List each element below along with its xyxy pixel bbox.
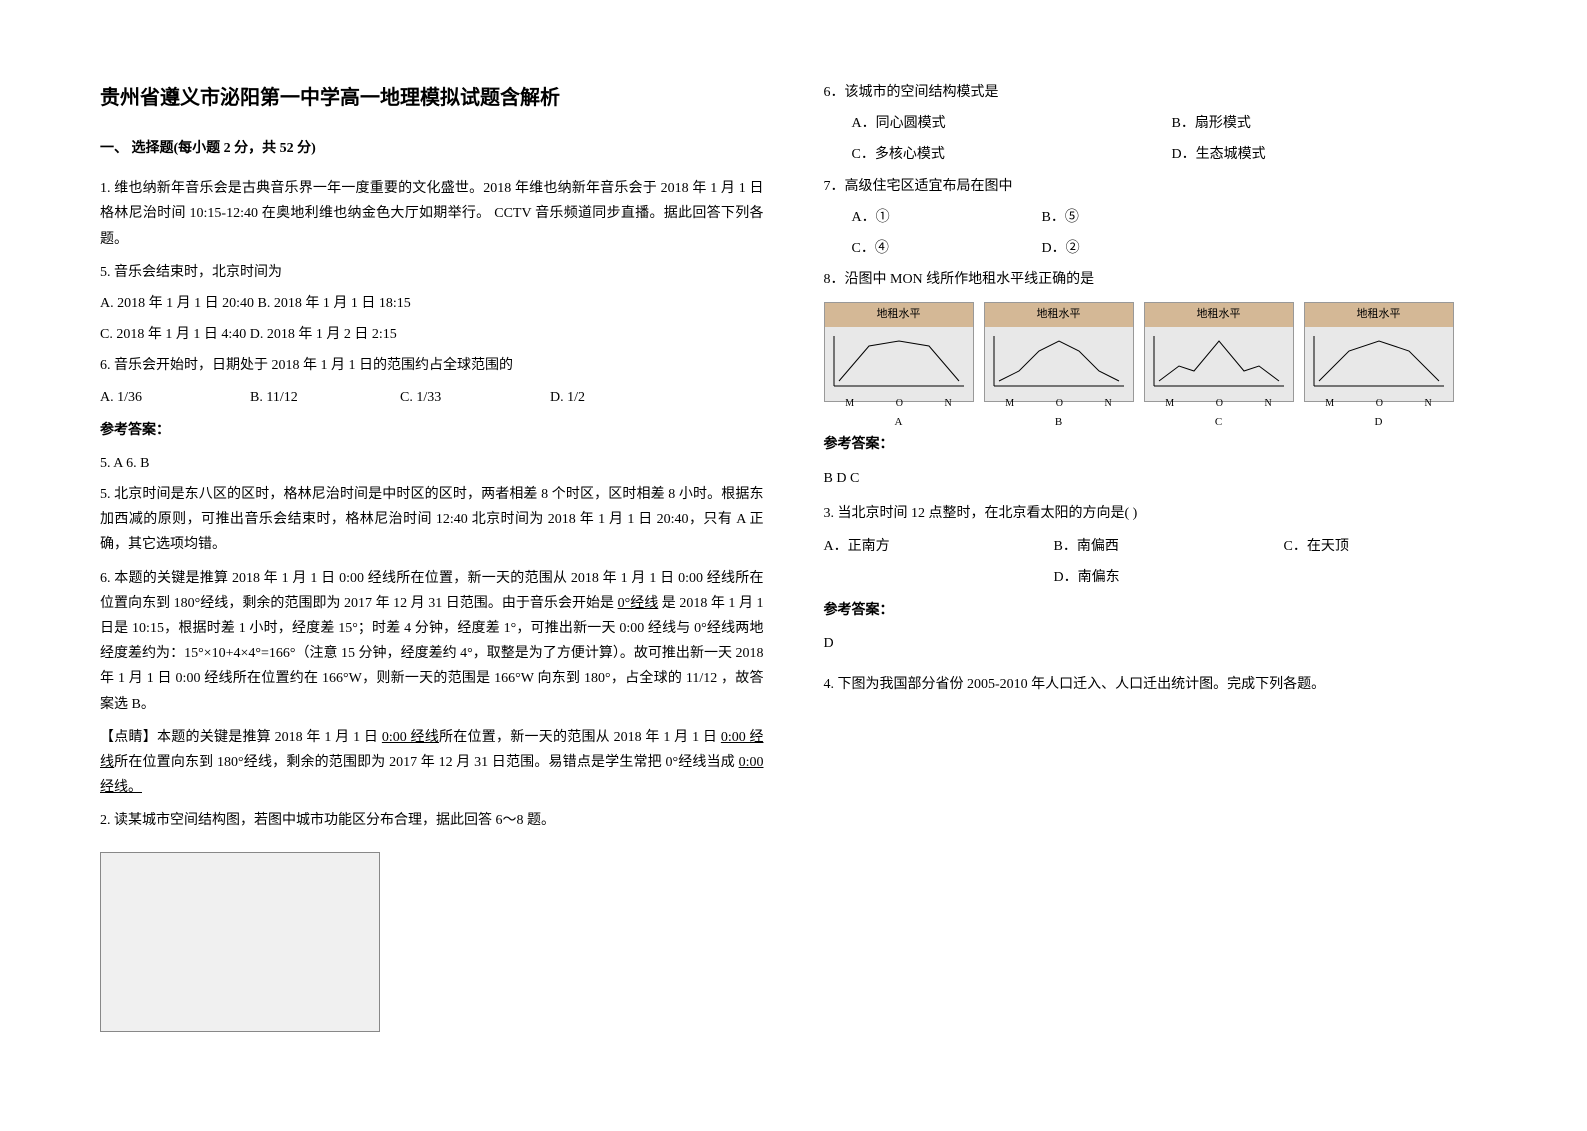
page-container: 贵州省遵义市泌阳第一中学高一地理模拟试题含解析 一、 选择题(每小题 2 分，共… (100, 80, 1487, 1051)
q3-optD: D．南偏东 (1054, 565, 1234, 590)
chart-svg-D (1309, 331, 1449, 391)
q2-sub6-optA: A．同心圆模式 (852, 111, 1132, 136)
q1-sub6-options: A. 1/36 B. 11/12 C. 1/33 D. 1/2 (100, 385, 764, 410)
chart-D-O: O (1376, 395, 1383, 413)
rent-chart-A: 地租水平 M O N A (824, 302, 974, 402)
chart-body-A (825, 327, 973, 395)
chart-labels-D: M O N (1305, 395, 1453, 413)
q2-sub8: 8．沿图中 MON 线所作地租水平线正确的是 (824, 267, 1488, 292)
chart-C-O: O (1216, 395, 1223, 413)
q1-sub6-optC: C. 1/33 (400, 385, 500, 410)
q2-sub7-row2: C．④ D．② (824, 236, 1488, 261)
q1-answer-header: 参考答案： (100, 418, 764, 443)
q1-explain6-u1: 0°经线 (618, 596, 659, 611)
q1-sub5-optD: D. 2018 年 1 月 2 日 2:15 (250, 327, 397, 342)
chart-C-label: C (1215, 413, 1222, 433)
q2-sub7: 7．高级住宅区适宜布局在图中 (824, 174, 1488, 199)
q2-sub7-optB: B．⑤ (1042, 205, 1142, 230)
q2-intro: 2. 读某城市空间结构图，若图中城市功能区分布合理，据此回答 6～8 题。 (100, 808, 764, 833)
q1-tip-u1: 0:00 经线 (382, 730, 439, 745)
q2-sub6-row2: C．多核心模式 D．生态城模式 (824, 142, 1488, 167)
q3-answer: D (824, 631, 1488, 656)
chart-header-B: 地租水平 (985, 303, 1133, 327)
chart-A-label: A (895, 413, 903, 433)
q2-sub6-optD: D．生态城模式 (1172, 142, 1372, 167)
chart-B-O: O (1056, 395, 1063, 413)
document-title: 贵州省遵义市泌阳第一中学高一地理模拟试题含解析 (100, 80, 764, 116)
chart-labels-B: M O N (985, 395, 1133, 413)
q1-intro: 1. 维也纳新年音乐会是古典音乐界一年一度重要的文化盛世。2018 年维也纳新年… (100, 176, 764, 252)
q3-intro: 3. 当北京时间 12 点整时，在北京看太阳的方向是( ) (824, 501, 1488, 526)
chart-A-O: O (896, 395, 903, 413)
right-column: 6．该城市的空间结构模式是 A．同心圆模式 B．扇形模式 C．多核心模式 D．生… (824, 80, 1488, 1051)
q3-optC: C．在天顶 (1284, 534, 1384, 559)
q1-sub5-options-row2: C. 2018 年 1 月 1 日 4:40 D. 2018 年 1 月 2 日… (100, 322, 764, 347)
q2-sub7-optD: D．② (1042, 236, 1142, 261)
q1-answer-line: 5. A 6. B (100, 451, 764, 476)
q3-optA: A．正南方 (824, 534, 1004, 559)
q1-tip-p3: 所在位置向东到 180°经线，剩余的范围即为 2017 年 12 月 31 日范… (114, 755, 738, 770)
section-header: 一、 选择题(每小题 2 分，共 52 分) (100, 136, 764, 161)
q1-sub6-optB: B. 11/12 (250, 385, 350, 410)
chart-header-D: 地租水平 (1305, 303, 1453, 327)
q2-sub6-optC: C．多核心模式 (852, 142, 1132, 167)
chart-C-M: M (1165, 395, 1174, 413)
chart-D-M: M (1325, 395, 1334, 413)
q3-answer-header: 参考答案： (824, 598, 1488, 623)
chart-body-B (985, 327, 1133, 395)
chart-A-N: N (944, 395, 951, 413)
q2-sub7-optA: A．① (852, 205, 1002, 230)
q1-tip: 【点睛】本题的关键是推算 2018 年 1 月 1 日 0:00 经线所在位置，… (100, 725, 764, 801)
q1-sub5-optC: C. 2018 年 1 月 1 日 4:40 (100, 327, 246, 342)
rent-charts-container: 地租水平 M O N A 地租水平 (824, 302, 1488, 402)
chart-C-N: N (1264, 395, 1271, 413)
q2-sub7-optC: C．④ (852, 236, 1002, 261)
chart-header-A: 地租水平 (825, 303, 973, 327)
chart-B-label: B (1055, 413, 1062, 433)
chart-B-N: N (1104, 395, 1111, 413)
q1-sub6-optA: A. 1/36 (100, 385, 200, 410)
q1-sub5-options-row1: A. 2018 年 1 月 1 日 20:40 B. 2018 年 1 月 1 … (100, 291, 764, 316)
q2-sub6: 6．该城市的空间结构模式是 (824, 80, 1488, 105)
q2-answer-header: 参考答案： (824, 432, 1488, 457)
q1-sub6: 6. 音乐会开始时，日期处于 2018 年 1 月 1 日的范围约占全球范围的 (100, 353, 764, 378)
chart-labels-C: M O N (1145, 395, 1293, 413)
q2-sub7-row1: A．① B．⑤ (824, 205, 1488, 230)
chart-D-label: D (1375, 413, 1383, 433)
city-structure-image (100, 852, 380, 1032)
chart-header-C: 地租水平 (1145, 303, 1293, 327)
q1-explain6: 6. 本题的关键是推算 2018 年 1 月 1 日 0:00 经线所在位置，新… (100, 566, 764, 717)
chart-body-D (1305, 327, 1453, 395)
chart-D-N: N (1424, 395, 1431, 413)
q1-tip-p1: 【点睛】本题的关键是推算 2018 年 1 月 1 日 (100, 730, 382, 745)
chart-body-C (1145, 327, 1293, 395)
chart-A-M: M (845, 395, 854, 413)
left-column: 贵州省遵义市泌阳第一中学高一地理模拟试题含解析 一、 选择题(每小题 2 分，共… (100, 80, 764, 1051)
chart-labels-A: M O N (825, 395, 973, 413)
q1-tip-p2: 所在位置，新一天的范围从 2018 年 1 月 1 日 (439, 730, 721, 745)
rent-chart-B: 地租水平 M O N B (984, 302, 1134, 402)
q1-explain6-p2: 是 2018 年 1 月 1 日是 10:15，根据时差 1 小时，经度差 15… (100, 596, 764, 712)
q2-sub6-row1: A．同心圆模式 B．扇形模式 (824, 111, 1488, 136)
q1-sub5-optA: A. 2018 年 1 月 1 日 20:40 (100, 296, 254, 311)
q4-intro: 4. 下图为我国部分省份 2005-2010 年人口迁入、人口迁出统计图。完成下… (824, 672, 1488, 697)
q2-sub6-optB: B．扇形模式 (1172, 111, 1372, 136)
q2-answer: B D C (824, 466, 1488, 491)
q1-sub6-optD: D. 1/2 (550, 385, 650, 410)
q3-options: A．正南方 B．南偏西 C．在天顶 (824, 534, 1488, 559)
q1-sub5: 5. 音乐会结束时，北京时间为 (100, 260, 764, 285)
rent-chart-D: 地租水平 M O N D (1304, 302, 1454, 402)
q1-explain5: 5. 北京时间是东八区的区时，格林尼治时间是中时区的区时，两者相差 8 个时区，… (100, 482, 764, 558)
chart-svg-A (829, 331, 969, 391)
q3-optB: B．南偏西 (1054, 534, 1234, 559)
q3-options-row2: 顶 D．南偏东 (824, 565, 1488, 590)
q1-sub5-optB: B. 2018 年 1 月 1 日 18:15 (258, 296, 411, 311)
chart-svg-B (989, 331, 1129, 391)
rent-chart-C: 地租水平 M O N C (1144, 302, 1294, 402)
chart-B-M: M (1005, 395, 1014, 413)
chart-svg-C (1149, 331, 1289, 391)
